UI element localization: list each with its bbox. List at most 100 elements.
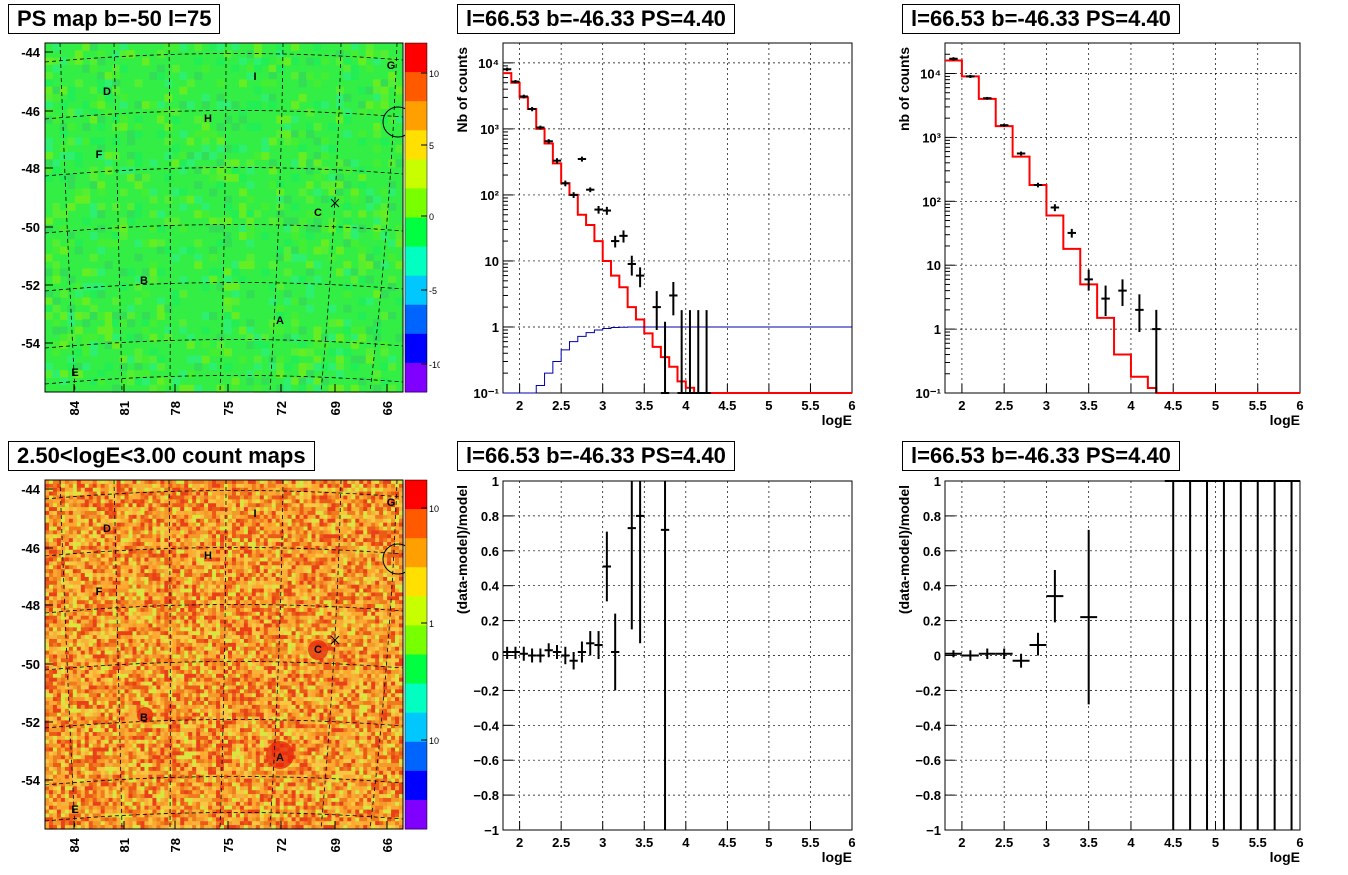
map-pixel xyxy=(373,50,382,59)
map-pixel xyxy=(100,627,106,632)
map-pixel xyxy=(96,580,102,586)
map-pixel xyxy=(375,487,380,493)
map-pixel xyxy=(52,518,58,524)
map-pixel xyxy=(72,569,78,574)
map-pixel xyxy=(238,355,247,364)
map-pixel xyxy=(355,600,360,605)
map-pixel xyxy=(387,600,392,605)
map-pixel xyxy=(331,518,336,524)
map-pixel xyxy=(387,549,392,555)
map-pixel xyxy=(64,638,70,644)
map-pixel xyxy=(367,511,372,516)
map-pixel xyxy=(263,534,269,539)
map-pixel xyxy=(164,137,173,146)
map-pixel xyxy=(200,604,205,609)
map-pixel xyxy=(124,483,130,489)
map-pixel xyxy=(391,580,396,586)
map-pixel xyxy=(295,569,301,574)
map-pixel xyxy=(298,64,307,73)
map-pixel xyxy=(379,619,384,625)
map-pixel xyxy=(315,627,321,632)
map-pixel xyxy=(253,217,262,226)
map-pixel xyxy=(60,604,66,609)
map-pixel xyxy=(220,607,225,613)
map-pixel xyxy=(251,600,257,605)
map-pixel xyxy=(291,173,300,182)
map-pixel xyxy=(347,596,352,601)
map-pixel xyxy=(184,491,189,497)
map-pixel xyxy=(259,491,265,497)
map-pixel xyxy=(375,588,380,594)
map-pixel xyxy=(52,580,58,586)
map-pixel xyxy=(387,526,392,532)
map-pixel xyxy=(313,384,322,393)
map-pixel xyxy=(323,549,329,555)
map-pixel xyxy=(76,545,82,551)
map-pixel xyxy=(188,514,193,520)
map-pixel xyxy=(339,607,344,613)
map-pixel xyxy=(387,534,392,539)
map-pixel xyxy=(168,623,173,628)
map-pixel xyxy=(204,576,209,582)
map-pixel xyxy=(347,511,352,516)
map-pixel xyxy=(104,362,113,371)
map-pixel xyxy=(375,623,380,628)
map-pixel xyxy=(196,611,201,617)
map-pixel xyxy=(67,355,76,364)
map-pixel xyxy=(134,297,143,306)
map-pixel xyxy=(247,553,253,559)
map-pixel xyxy=(295,635,301,640)
map-pixel xyxy=(291,384,300,393)
map-pixel xyxy=(315,631,321,636)
map-pixel xyxy=(100,530,106,535)
map-pixel xyxy=(247,592,253,597)
map-pixel xyxy=(152,615,157,621)
map-pixel xyxy=(208,588,213,594)
map-pixel xyxy=(112,297,121,306)
map-pixel xyxy=(303,619,309,625)
map-pixel xyxy=(313,261,322,269)
map-pixel xyxy=(136,549,142,555)
map-pixel xyxy=(383,638,388,644)
map-pixel xyxy=(331,503,336,508)
map-pixel xyxy=(152,596,157,601)
map-pixel xyxy=(251,545,257,551)
map-pixel xyxy=(52,584,58,590)
map-pixel xyxy=(351,495,356,500)
map-pixel xyxy=(388,341,397,349)
map-pixel xyxy=(311,611,317,617)
map-pixel xyxy=(96,553,102,559)
map-pixel xyxy=(179,304,188,313)
map-pixel xyxy=(263,491,269,497)
map-pixel xyxy=(331,480,336,485)
map-pixel xyxy=(120,592,126,597)
map-pixel xyxy=(335,553,340,559)
map-pixel xyxy=(235,588,241,594)
map-pixel xyxy=(200,530,205,535)
map-pixel xyxy=(201,137,210,146)
map-pixel xyxy=(391,487,396,493)
map-pixel xyxy=(239,580,245,586)
map-pixel xyxy=(112,341,121,349)
map-pixel xyxy=(64,518,70,524)
map-pixel xyxy=(132,565,138,570)
map-pixel xyxy=(164,499,169,504)
map-pixel xyxy=(184,549,189,555)
map-pixel xyxy=(239,507,245,512)
map-pixel xyxy=(220,600,225,605)
map-pixel xyxy=(119,232,128,240)
map-pixel xyxy=(375,596,380,601)
map-pixel xyxy=(72,507,78,512)
map-pixel xyxy=(200,511,205,516)
map-pixel xyxy=(327,514,332,520)
map-pixel xyxy=(271,561,277,566)
map-pixel xyxy=(367,565,372,570)
map-pixel xyxy=(227,526,233,532)
map-pixel xyxy=(45,631,50,636)
map-pixel xyxy=(80,576,86,582)
map-pixel xyxy=(156,623,161,628)
map-pixel xyxy=(220,483,225,489)
source-label-e: E xyxy=(71,367,78,379)
map-pixel xyxy=(359,631,364,636)
map-pixel xyxy=(84,623,90,628)
